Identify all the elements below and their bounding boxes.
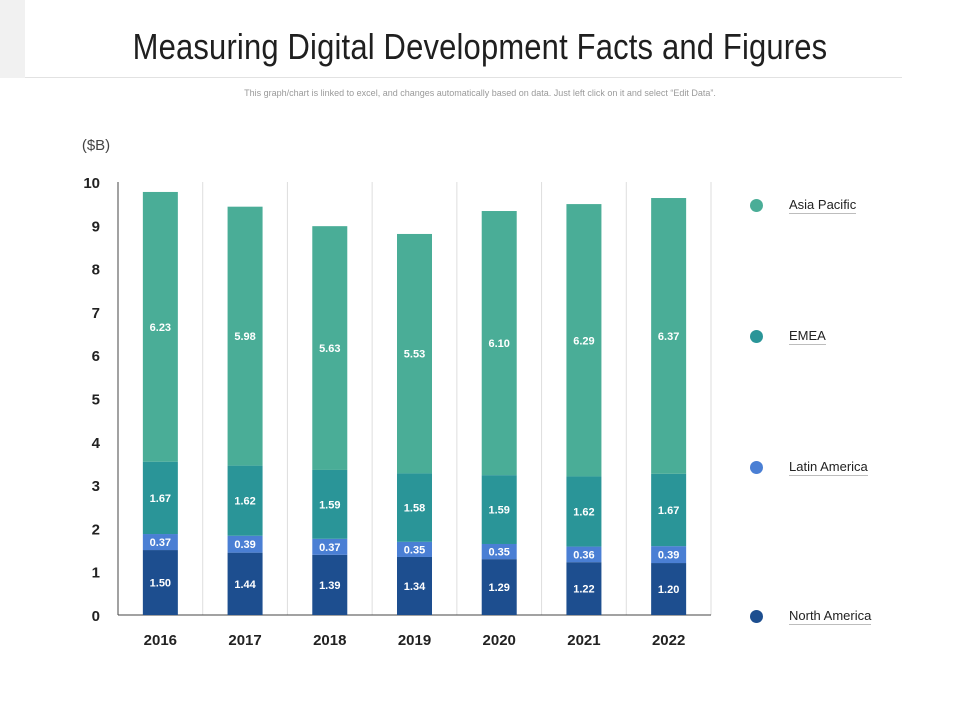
x-tick-label: 2017 [228,632,261,649]
bar-segment-latin-america[interactable] [481,543,517,560]
x-tick-label: 2021 [567,632,600,649]
y-tick-label: 6 [92,348,100,365]
y-tick-label: 4 [92,435,101,452]
legend-item-north-america[interactable]: North America [750,608,872,625]
bar-segment-asia-pacific[interactable] [566,204,602,477]
chart-legend: Asia Pacific EMEA Latin America North Ameri… [750,0,950,720]
data-label: 0.35 [404,544,425,556]
bar-segment-emea[interactable] [481,475,517,544]
legend-marker-icon [750,199,763,212]
bar-segment-latin-america[interactable] [651,546,687,564]
legend-item-emea[interactable]: EMEA [750,328,826,345]
bar-segment-north-america[interactable] [312,554,348,615]
bar-segment-latin-america[interactable] [397,541,432,557]
bar-segment-asia-pacific[interactable] [651,198,687,474]
bar-segment-north-america[interactable] [481,559,517,615]
y-tick-label: 2 [92,521,100,538]
data-label: 1.58 [404,503,425,515]
bar-segment-asia-pacific[interactable] [397,233,432,474]
x-tick-label: 2020 [483,632,516,649]
data-label: 0.39 [234,539,255,551]
y-axis-unit-label: ($B) [82,137,110,154]
data-label: 1.50 [150,578,171,590]
page-subtitle: This graph/chart is linked to excel, and… [244,88,716,98]
data-label: 1.20 [658,584,679,596]
data-label: 0.37 [319,542,340,554]
bar-segment-north-america[interactable] [397,556,432,615]
legend-marker-icon [750,610,763,623]
data-label: 5.98 [234,331,255,343]
y-tick-label: 9 [92,218,100,235]
data-label: 1.59 [489,505,510,517]
y-tick-label: 1 [92,565,100,582]
legend-label: EMEA [789,328,826,345]
page-title: Measuring Digital Development Facts and … [132,26,828,67]
y-tick-label: 3 [92,478,100,495]
legend-label: Asia Pacific [789,197,857,214]
data-label: 1.29 [489,582,510,594]
data-label: 1.39 [319,580,340,592]
bar-segment-emea[interactable] [312,469,348,539]
data-label: 0.39 [658,550,679,562]
bar-segment-emea[interactable] [566,476,602,547]
bar-segment-latin-america[interactable] [227,535,263,553]
y-tick-label: 7 [92,305,100,322]
data-label: 1.62 [573,507,594,519]
y-tick-label: 10 [83,175,100,192]
data-label: 0.37 [150,537,171,549]
bar-segment-latin-america[interactable] [312,538,348,555]
legend-label: North America [789,608,872,625]
data-label: 1.62 [234,496,255,508]
bar-segment-asia-pacific[interactable] [481,211,517,476]
y-tick-label: 0 [92,608,100,625]
data-label: 1.34 [404,581,426,593]
legend-marker-icon [750,461,763,474]
bar-segment-north-america[interactable] [651,563,687,615]
bar-segment-emea[interactable] [142,461,178,535]
title-divider [25,77,902,78]
bar-segment-asia-pacific[interactable] [142,191,178,462]
data-label: 5.63 [319,343,340,355]
data-label: 1.22 [573,584,594,596]
data-label: 6.10 [489,338,510,350]
data-label: 6.23 [150,322,171,334]
bar-segment-emea[interactable] [227,465,263,536]
data-label: 1.67 [658,505,679,517]
x-tick-label: 2022 [652,632,685,649]
data-label: 6.37 [658,331,679,343]
data-label: 1.59 [319,499,340,511]
bar-segment-latin-america[interactable] [566,546,602,563]
bar-segment-emea[interactable] [397,473,432,542]
corner-decoration [0,0,25,78]
x-tick-label: 2016 [144,632,177,649]
data-label: 6.29 [573,335,594,347]
bar-segment-latin-america[interactable] [142,534,178,551]
legend-label: Latin America [789,459,868,476]
x-tick-label: 2019 [398,632,431,649]
data-label: 0.36 [573,549,594,561]
data-label: 1.44 [234,579,256,591]
data-label: 0.35 [489,547,510,559]
bar-segment-asia-pacific[interactable] [227,206,263,466]
bar-segment-asia-pacific[interactable] [312,226,348,470]
legend-item-latin-america[interactable]: Latin America [750,459,868,476]
x-tick-label: 2018 [313,632,346,649]
bar-segment-north-america[interactable] [142,550,178,615]
data-label: 5.53 [404,349,425,361]
y-tick-label: 8 [92,262,100,279]
bar-segment-north-america[interactable] [227,552,263,615]
y-tick-label: 5 [92,392,100,409]
legend-marker-icon [750,330,763,343]
data-label: 1.67 [150,493,171,505]
bar-segment-emea[interactable] [651,473,687,547]
legend-item-asia-pacific[interactable]: Asia Pacific [750,197,857,214]
bar-segment-north-america[interactable] [566,562,602,615]
